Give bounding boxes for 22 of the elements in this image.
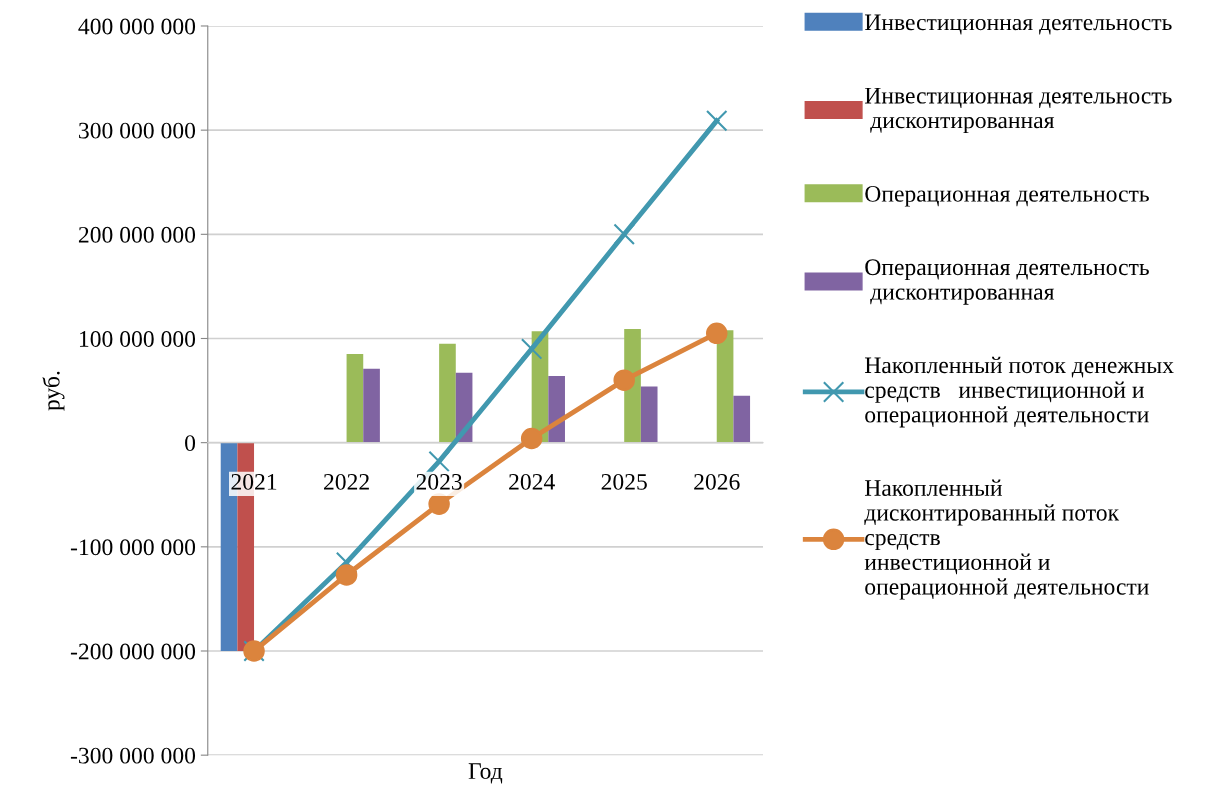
- y-tick-label: 300 000 000: [79, 122, 196, 139]
- x-tick-label: 2022: [324, 473, 369, 490]
- x-tick-label: 2024: [509, 473, 555, 490]
- x-tick-label: 2021: [231, 473, 277, 490]
- x-tick-label: 2026: [694, 473, 740, 490]
- x-tick-label: 2025: [601, 473, 647, 490]
- x-tick-label: 2023: [416, 473, 462, 490]
- y-tick-label: 200 000 000: [78, 226, 196, 243]
- x-axis-title: Год: [468, 763, 503, 784]
- y-tick-label: 100 000 000: [79, 330, 196, 347]
- legend-label: Инвестиционная деятельность: [864, 14, 1172, 35]
- y-tick-label: -100 000 000: [70, 539, 196, 556]
- legend-label: Операционная деятельность: [865, 185, 1149, 207]
- legend-label: Инвестиционная деятельность дисконтированная: [864, 87, 1172, 134]
- y-axis-title: руб.: [42, 371, 65, 411]
- y-tick-label: 0: [185, 435, 196, 452]
- y-tick-label: -200 000 000: [70, 643, 196, 660]
- y-tick-label: 400 000 000: [78, 18, 196, 35]
- legend-label: Операционная деятельность дисконтированная: [865, 259, 1149, 305]
- legend-label: Накопленный поток денежных средств инвестиционной и операционной деятельности: [864, 356, 1174, 428]
- y-tick-label: -300 000 000: [70, 747, 196, 764]
- legend-label: Накопленный дисконтированный поток средств инвестиционной и операционной деятельности: [864, 479, 1149, 600]
